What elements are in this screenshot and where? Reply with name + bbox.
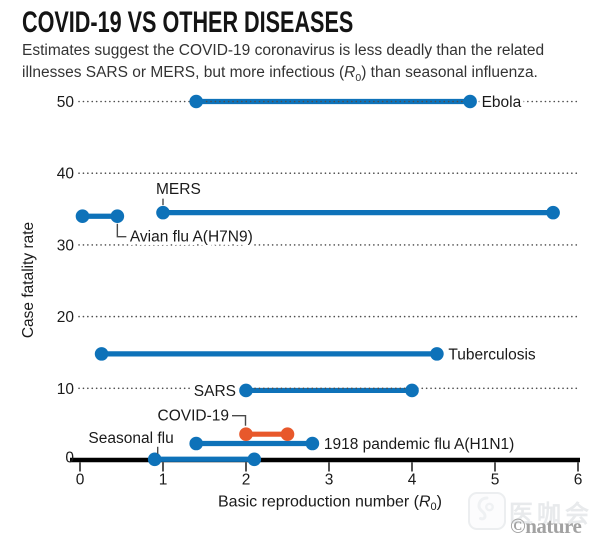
range-start-dot-tuberculosis: [94, 347, 109, 361]
r0-symbol: R: [344, 63, 356, 81]
range-end-dot-avian-flu-a-h7n9: [110, 209, 125, 224]
range-end-dot-1918-pandemic-flu-a-h1n1: [305, 436, 320, 451]
series-label-mers: MERS: [156, 181, 201, 198]
range-start-dot-sars: [239, 383, 253, 398]
y-tick-label: 0: [65, 450, 74, 467]
x-tick-label: 0: [76, 472, 85, 489]
series-label-avian-flu-a-h7n9: Avian flu A(H7N9): [130, 229, 253, 246]
range-start-dot-1918-pandemic-flu-a-h1n1: [189, 436, 203, 451]
series-label-seasonal-flu: Seasonal flu: [88, 430, 173, 447]
y-tick-label: 10: [57, 381, 75, 398]
range-end-dot-ebola: [463, 94, 477, 109]
range-end-dot-sars: [405, 383, 419, 398]
y-tick-label: 40: [57, 166, 75, 183]
x-tick-label: 1: [159, 472, 168, 489]
y-tick-label: 30: [57, 237, 75, 254]
label-connector-avian-flu-a-h7n9: [116, 223, 127, 238]
range-end-dot-mers: [546, 205, 560, 220]
range-start-dot-covid-19: [239, 427, 253, 441]
subtitle-line1: Estimates suggest the COVID-19 coronavir…: [22, 42, 545, 59]
range-start-dot-ebola: [189, 94, 203, 109]
y-axis-title: Case fatality rate: [20, 222, 37, 338]
x-tick-label: 2: [242, 472, 251, 489]
series-label-1918-pandemic-flu-a-h1n1: 1918 pandemic flu A(H1N1): [324, 436, 514, 453]
r0-subscript: 0: [355, 71, 362, 84]
range-start-dot-seasonal-flu: [147, 452, 162, 467]
series-label-sars: SARS: [194, 383, 236, 400]
label-connector-covid-19: [232, 414, 247, 426]
y-tick-label: 20: [57, 309, 75, 326]
x-tick-label: 6: [574, 472, 583, 489]
y-tick-label: 50: [57, 94, 75, 111]
chart-subtitle: Estimates suggest the COVID-19 coronavir…: [22, 40, 544, 89]
x-tick-label: 3: [325, 472, 334, 489]
subtitle-line2-post: ) than seasonal influenza.: [361, 63, 538, 81]
series-label-ebola: Ebola: [482, 94, 522, 111]
x-axis-title: Basic reproduction number (R0): [218, 494, 442, 514]
range-end-dot-covid-19: [280, 427, 295, 441]
x-tick-label: 5: [491, 472, 500, 489]
range-end-dot-seasonal-flu: [247, 452, 262, 467]
range-start-dot-mers: [156, 205, 170, 220]
range-start-dot-avian-flu-a-h7n9: [75, 209, 90, 224]
series-label-covid-19: COVID-19: [158, 408, 230, 425]
series-label-tuberculosis: Tuberculosis: [448, 346, 536, 363]
range-end-dot-tuberculosis: [430, 347, 444, 361]
x-tick-label: 4: [408, 472, 417, 489]
page-title: COVID-19 VS OTHER DISEASES: [22, 6, 354, 39]
subtitle-line2-pre: illnesses SARS or MERS, but more infecti…: [22, 63, 345, 81]
